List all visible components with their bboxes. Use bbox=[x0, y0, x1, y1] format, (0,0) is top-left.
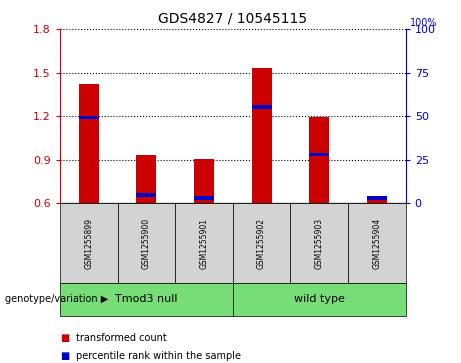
Text: percentile rank within the sample: percentile rank within the sample bbox=[76, 351, 241, 361]
Text: GSM1255902: GSM1255902 bbox=[257, 218, 266, 269]
Bar bbox=[309, 153, 329, 156]
Text: Tmod3 null: Tmod3 null bbox=[115, 294, 177, 305]
Text: GSM1255899: GSM1255899 bbox=[84, 218, 93, 269]
Bar bbox=[367, 196, 387, 200]
Bar bbox=[136, 155, 156, 203]
Text: genotype/variation ▶: genotype/variation ▶ bbox=[5, 294, 108, 305]
Text: 100%: 100% bbox=[410, 18, 437, 28]
Text: wild type: wild type bbox=[294, 294, 345, 305]
Bar bbox=[252, 105, 272, 109]
Bar bbox=[194, 196, 214, 200]
Bar bbox=[252, 68, 272, 203]
Bar bbox=[309, 117, 329, 203]
Text: ■: ■ bbox=[60, 333, 69, 343]
Title: GDS4827 / 10545115: GDS4827 / 10545115 bbox=[158, 11, 307, 25]
Bar bbox=[194, 159, 214, 203]
Text: transformed count: transformed count bbox=[76, 333, 167, 343]
Text: ■: ■ bbox=[60, 351, 69, 361]
Bar bbox=[79, 84, 99, 203]
Text: GSM1255903: GSM1255903 bbox=[315, 218, 324, 269]
Bar bbox=[136, 193, 156, 197]
Text: GSM1255901: GSM1255901 bbox=[200, 218, 208, 269]
Bar bbox=[367, 197, 387, 203]
Text: GSM1255900: GSM1255900 bbox=[142, 218, 151, 269]
Text: GSM1255904: GSM1255904 bbox=[372, 218, 381, 269]
Bar bbox=[79, 116, 99, 119]
